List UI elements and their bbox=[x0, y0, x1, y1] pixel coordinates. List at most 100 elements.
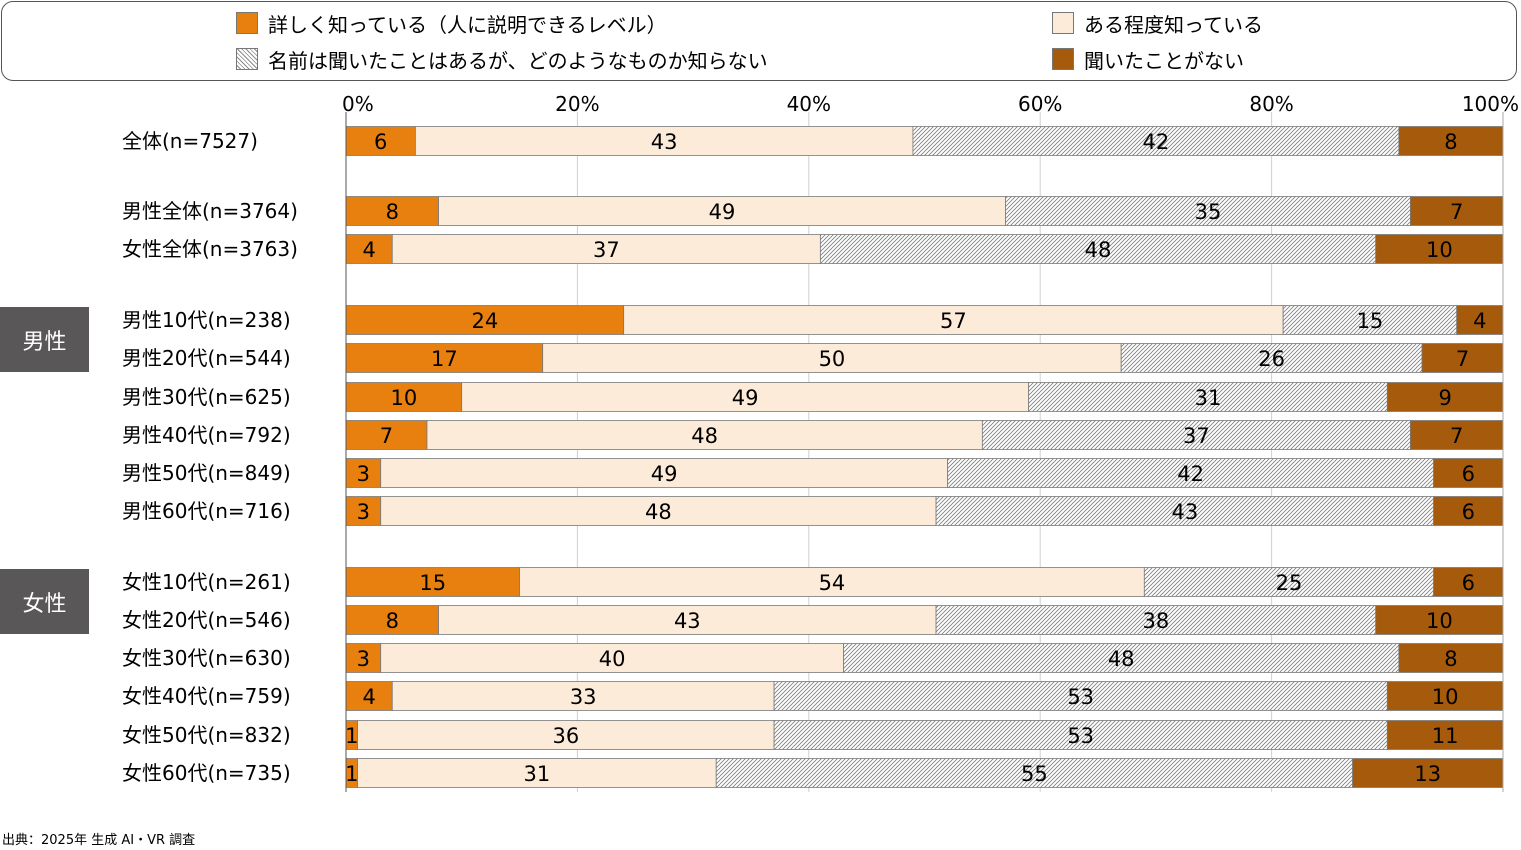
bar-segment bbox=[1375, 605, 1504, 635]
bar-segment bbox=[773, 681, 1388, 711]
legend: 詳しく知っている（人に説明できるレベル） ある程度知っている 名前は聞いたことは… bbox=[1, 1, 1517, 81]
x-tick-label: 20% bbox=[555, 92, 599, 116]
data-label: 53 bbox=[1067, 685, 1094, 709]
bar-segment bbox=[819, 234, 1377, 264]
bar-segment bbox=[1386, 720, 1504, 750]
bar-segment bbox=[391, 681, 775, 711]
bar-segment bbox=[1386, 681, 1504, 711]
data-label: 49 bbox=[651, 462, 678, 486]
bar-segment bbox=[380, 458, 949, 488]
data-label: 10 bbox=[1432, 685, 1459, 709]
bar-segment bbox=[357, 758, 717, 788]
category-label: 男性40代(n=792) bbox=[122, 423, 291, 447]
data-label: 7 bbox=[1450, 200, 1463, 224]
bar-segment bbox=[981, 420, 1411, 450]
bar-segment bbox=[415, 126, 914, 156]
legend-item-some: ある程度知っている bbox=[1052, 10, 1263, 37]
legend-swatch-never bbox=[1052, 48, 1074, 70]
bar-segment bbox=[391, 234, 821, 264]
bar-segment bbox=[935, 605, 1377, 635]
data-label: 7 bbox=[380, 424, 393, 448]
data-label: 33 bbox=[570, 685, 597, 709]
data-label: 38 bbox=[1143, 609, 1170, 633]
data-label: 10 bbox=[1426, 609, 1453, 633]
data-label: 4 bbox=[362, 238, 375, 262]
category-label: 女性60代(n=735) bbox=[122, 761, 291, 785]
bar-segment bbox=[947, 458, 1434, 488]
bar-segment bbox=[542, 343, 1122, 373]
bar-segment bbox=[1433, 458, 1504, 488]
category-label: 全体(n=7527) bbox=[122, 129, 258, 153]
data-label: 37 bbox=[1183, 424, 1210, 448]
data-label: 3 bbox=[357, 462, 370, 486]
bar-segment bbox=[380, 643, 844, 673]
bar-segment bbox=[438, 196, 1006, 226]
bar-segment bbox=[345, 382, 463, 412]
bar-segment bbox=[1433, 496, 1504, 526]
bar-segment bbox=[1143, 567, 1434, 597]
data-label: 17 bbox=[431, 347, 458, 371]
data-label: 42 bbox=[1177, 462, 1204, 486]
data-label: 9 bbox=[1438, 386, 1451, 410]
legend-swatch-heard bbox=[236, 48, 258, 70]
group-label-female: 女性 bbox=[0, 569, 89, 634]
category-label: 女性40代(n=759) bbox=[122, 684, 291, 708]
group-label-male: 男性 bbox=[0, 307, 89, 372]
data-label: 53 bbox=[1067, 724, 1094, 748]
x-tick-label: 40% bbox=[787, 92, 831, 116]
bar-segment bbox=[1410, 420, 1504, 450]
category-label: 女性20代(n=546) bbox=[122, 608, 291, 632]
data-label: 4 bbox=[362, 685, 375, 709]
bar-segment bbox=[1352, 758, 1504, 788]
bar-segment bbox=[357, 720, 775, 750]
bar-segment bbox=[1375, 234, 1504, 264]
legend-label: ある程度知っている bbox=[1084, 12, 1263, 37]
bar-segment bbox=[345, 420, 428, 450]
bar-segment bbox=[1398, 126, 1504, 156]
data-label: 57 bbox=[940, 309, 967, 333]
data-label: 43 bbox=[674, 609, 701, 633]
data-label: 4 bbox=[1473, 309, 1486, 333]
data-label: 43 bbox=[651, 130, 678, 154]
bar-segment bbox=[1410, 196, 1504, 226]
data-label: 42 bbox=[1143, 130, 1170, 154]
data-label: 7 bbox=[1456, 347, 1469, 371]
x-tick-label: 100% bbox=[1462, 92, 1519, 116]
data-label: 55 bbox=[1021, 762, 1048, 786]
category-label: 女性全体(n=3763) bbox=[122, 237, 298, 261]
legend-label: 詳しく知っている（人に説明できるレベル） bbox=[268, 12, 667, 37]
bar-segment bbox=[519, 567, 1145, 597]
data-label: 31 bbox=[524, 762, 551, 786]
category-label: 男性50代(n=849) bbox=[122, 461, 291, 485]
category-label: 男性30代(n=625) bbox=[122, 385, 291, 409]
data-label: 3 bbox=[357, 647, 370, 671]
data-label: 8 bbox=[1444, 647, 1457, 671]
source-note: 出典：2025年 生成 AI・VR 調査 bbox=[2, 833, 196, 848]
data-label: 10 bbox=[390, 386, 417, 410]
bar-segment bbox=[1386, 382, 1504, 412]
bar-segment bbox=[773, 720, 1388, 750]
data-label: 6 bbox=[1462, 500, 1475, 524]
category-label: 男性60代(n=716) bbox=[122, 499, 291, 523]
data-label: 15 bbox=[1357, 309, 1384, 333]
data-label: 6 bbox=[374, 130, 387, 154]
category-label: 男性20代(n=544) bbox=[122, 346, 291, 370]
data-label: 36 bbox=[552, 724, 579, 748]
category-label: 男性全体(n=3764) bbox=[122, 199, 298, 223]
bar-segment bbox=[843, 643, 1400, 673]
data-label: 35 bbox=[1195, 200, 1222, 224]
data-label: 1 bbox=[345, 762, 358, 786]
data-label: 40 bbox=[599, 647, 626, 671]
legend-item-never: 聞いたことがない bbox=[1052, 46, 1244, 73]
data-label: 54 bbox=[819, 571, 846, 595]
bar-segment bbox=[912, 126, 1400, 156]
legend-item-heard: 名前は聞いたことはあるが、どのようなものか知らない bbox=[236, 46, 768, 73]
category-label: 女性30代(n=630) bbox=[122, 646, 291, 670]
bar-segment bbox=[1005, 196, 1411, 226]
data-label: 6 bbox=[1462, 571, 1475, 595]
legend-swatch-detail bbox=[236, 12, 258, 34]
data-label: 6 bbox=[1462, 462, 1475, 486]
category-label: 女性10代(n=261) bbox=[122, 570, 291, 594]
bar-segment bbox=[935, 496, 1434, 526]
